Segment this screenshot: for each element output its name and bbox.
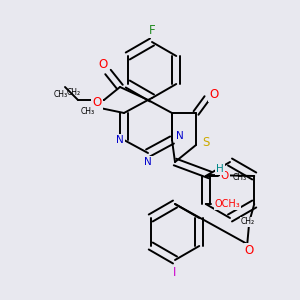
Text: F: F <box>149 25 155 38</box>
Text: N: N <box>116 135 124 145</box>
Text: N: N <box>144 157 152 167</box>
Text: CH₂: CH₂ <box>67 88 81 97</box>
Text: S: S <box>202 136 210 149</box>
Text: N: N <box>176 131 184 141</box>
Text: H: H <box>216 164 224 174</box>
Text: CH₃: CH₃ <box>233 172 247 182</box>
Text: CH₃: CH₃ <box>54 90 68 99</box>
Text: CH₂: CH₂ <box>240 218 254 226</box>
Text: O: O <box>244 244 254 256</box>
Text: O: O <box>221 171 229 181</box>
Text: OCH₃: OCH₃ <box>215 199 241 209</box>
Text: CH₃: CH₃ <box>81 106 95 116</box>
Text: O: O <box>209 88 219 101</box>
Text: I: I <box>173 266 177 278</box>
Text: O: O <box>92 97 102 110</box>
Text: O: O <box>98 58 108 70</box>
